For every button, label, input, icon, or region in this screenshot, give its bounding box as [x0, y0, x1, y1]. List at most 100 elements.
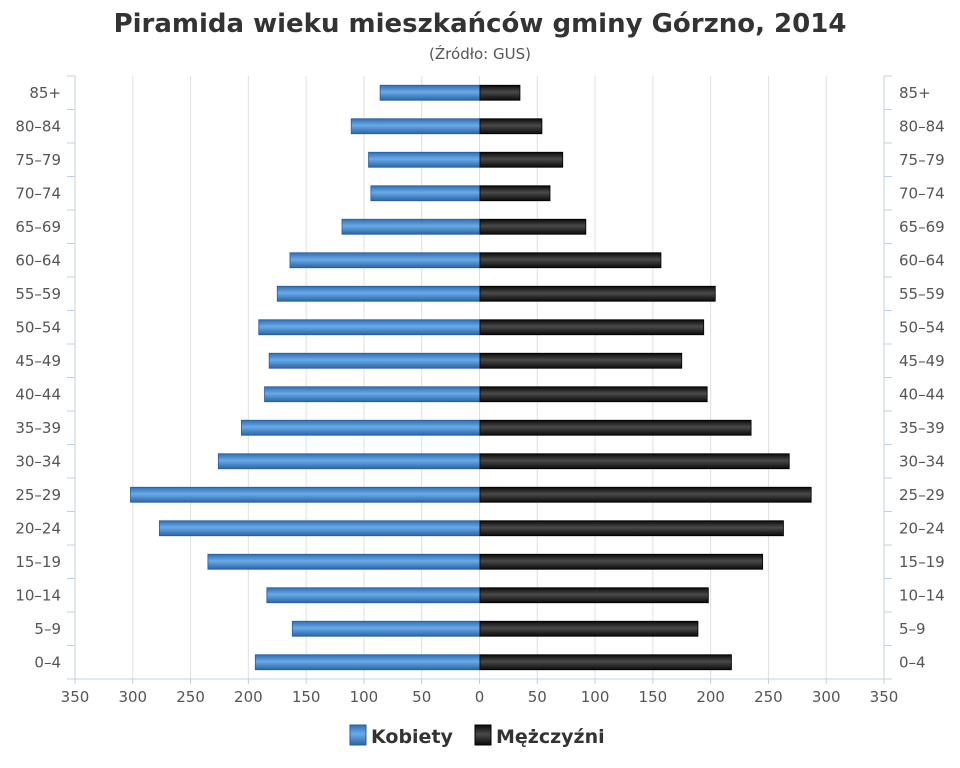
bar-kobiety[interactable] [370, 185, 481, 202]
x-tick-label: 300 [812, 688, 841, 706]
x-tick-labels: 350 300 250 200 150 100 50 0 50 100 150 200 250 300 35… [61, 688, 899, 706]
category-label-right: 0–4 [899, 653, 926, 671]
category-label-left: 80–84 [15, 117, 61, 135]
category-label-left: 65–69 [15, 218, 61, 236]
x-tick-label: 0 [475, 688, 485, 706]
bar-mezczyzni[interactable] [479, 486, 812, 503]
bar-kobiety[interactable] [207, 553, 481, 570]
bar-mezczyzni[interactable] [479, 553, 764, 570]
bar-mezczyzni[interactable] [479, 419, 752, 436]
category-label-left: 25–29 [15, 486, 61, 504]
bar-kobiety[interactable] [217, 453, 481, 470]
category-label-right: 65–69 [899, 218, 945, 236]
category-label-right: 10–14 [899, 586, 945, 604]
chart-subtitle: (Źródło: GUS) [429, 44, 531, 63]
category-label-right: 80–84 [899, 117, 945, 135]
x-tick-label: 50 [412, 688, 431, 706]
category-label-left: 85+ [29, 84, 61, 102]
x-tick-label: 150 [292, 688, 321, 706]
bar-mezczyzni[interactable] [479, 285, 716, 302]
x-tick-label: 250 [754, 688, 783, 706]
bar-mezczyzni[interactable] [479, 218, 587, 235]
category-label-right: 20–24 [899, 519, 945, 537]
bar-kobiety[interactable] [289, 252, 481, 269]
bar-mezczyzni[interactable] [479, 386, 708, 403]
category-label-left: 60–64 [15, 251, 61, 269]
legend: Kobiety Mężczyźni [349, 724, 605, 748]
bar-kobiety[interactable] [158, 520, 481, 537]
bar-kobiety[interactable] [341, 218, 481, 235]
chart-title: Piramida wieku mieszkańców gminy Górzno,… [114, 9, 847, 39]
bar-kobiety[interactable] [368, 151, 481, 168]
category-label-left: 20–24 [15, 519, 61, 537]
axes [67, 75, 892, 684]
bar-kobiety[interactable] [254, 654, 481, 671]
category-label-right: 35–39 [899, 419, 945, 437]
category-label-right: 15–19 [899, 553, 945, 571]
bar-kobiety[interactable] [264, 386, 481, 403]
bar-kobiety[interactable] [266, 587, 481, 604]
bar-mezczyzni[interactable] [479, 620, 699, 637]
category-label-left: 10–14 [15, 586, 61, 604]
x-tick-label: 50 [528, 688, 547, 706]
bar-kobiety[interactable] [258, 319, 481, 336]
category-label-right: 70–74 [899, 184, 945, 202]
bar-kobiety[interactable] [276, 285, 481, 302]
category-label-left: 5–9 [34, 620, 61, 638]
category-label-left: 30–34 [15, 452, 61, 470]
bar-kobiety[interactable] [379, 84, 481, 101]
x-tick-label: 200 [696, 688, 725, 706]
category-label-left: 55–59 [15, 285, 61, 303]
category-label-left: 15–19 [15, 553, 61, 571]
bar-kobiety[interactable] [350, 118, 481, 135]
x-tick-label: 100 [350, 688, 379, 706]
bar-kobiety[interactable] [241, 419, 481, 436]
bar-mezczyzni[interactable] [479, 252, 662, 269]
category-labels: 0–4 0–4 5–9 5–9 10–14 10–14 15–19 15–19 20–24 20–… [15, 84, 944, 672]
category-label-left: 50–54 [15, 318, 61, 336]
category-label-left: 75–79 [15, 151, 61, 169]
bar-mezczyzni[interactable] [479, 453, 790, 470]
x-tick-label: 350 [61, 688, 90, 706]
category-label-left: 35–39 [15, 419, 61, 437]
x-tick-label: 150 [639, 688, 668, 706]
bar-kobiety[interactable] [268, 352, 481, 369]
x-tick-label: 200 [234, 688, 263, 706]
bar-kobiety[interactable] [291, 620, 481, 637]
x-tick-label: 350 [870, 688, 899, 706]
category-label-right: 60–64 [899, 251, 945, 269]
category-label-right: 30–34 [899, 452, 945, 470]
category-label-right: 50–54 [899, 318, 945, 336]
bar-mezczyzni[interactable] [479, 520, 784, 537]
bar-mezczyzni[interactable] [479, 319, 705, 336]
category-label-left: 70–74 [15, 184, 61, 202]
category-label-right: 85+ [899, 84, 931, 102]
bar-mezczyzni[interactable] [479, 185, 551, 202]
category-label-left: 45–49 [15, 352, 61, 370]
legend-swatch-kobiety[interactable] [349, 724, 367, 746]
bar-mezczyzni[interactable] [479, 352, 683, 369]
category-label-right: 55–59 [899, 285, 945, 303]
category-label-right: 45–49 [899, 352, 945, 370]
category-label-right: 75–79 [899, 151, 945, 169]
x-tick-label: 300 [118, 688, 147, 706]
bar-mezczyzni[interactable] [479, 84, 521, 101]
legend-swatch-mezczyzni[interactable] [474, 724, 492, 746]
category-label-right: 40–44 [899, 385, 945, 403]
legend-label-mezczyzni[interactable]: Mężczyźni [496, 726, 605, 748]
x-tick-label: 100 [581, 688, 610, 706]
category-label-right: 5–9 [899, 620, 926, 638]
x-tick-label: 250 [176, 688, 205, 706]
category-label-left: 40–44 [15, 385, 61, 403]
bars [130, 84, 812, 671]
bar-mezczyzni[interactable] [479, 587, 709, 604]
category-label-left: 0–4 [34, 653, 61, 671]
category-label-right: 25–29 [899, 486, 945, 504]
legend-label-kobiety[interactable]: Kobiety [371, 726, 454, 748]
bar-kobiety[interactable] [130, 486, 481, 503]
bar-mezczyzni[interactable] [479, 654, 732, 671]
bar-mezczyzni[interactable] [479, 118, 543, 135]
grid-lines [132, 76, 827, 679]
bar-mezczyzni[interactable] [479, 151, 564, 168]
